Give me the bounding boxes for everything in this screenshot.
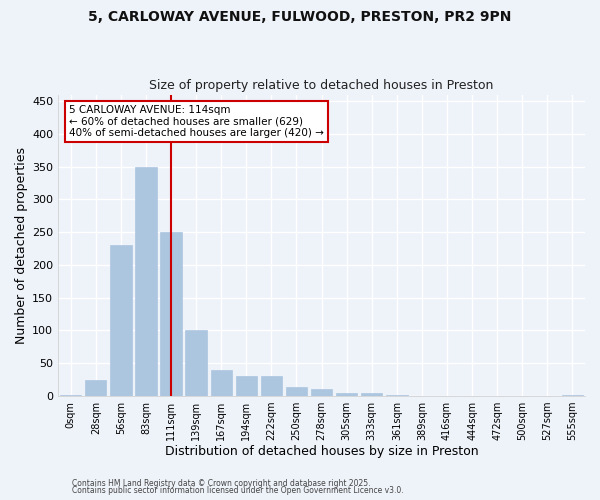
- Text: 5 CARLOWAY AVENUE: 114sqm
← 60% of detached houses are smaller (629)
40% of semi: 5 CARLOWAY AVENUE: 114sqm ← 60% of detac…: [68, 105, 323, 138]
- Text: 5, CARLOWAY AVENUE, FULWOOD, PRESTON, PR2 9PN: 5, CARLOWAY AVENUE, FULWOOD, PRESTON, PR…: [88, 10, 512, 24]
- Bar: [311, 390, 332, 396]
- Text: Contains HM Land Registry data © Crown copyright and database right 2025.: Contains HM Land Registry data © Crown c…: [72, 478, 371, 488]
- Bar: [135, 166, 157, 396]
- Bar: [110, 246, 131, 396]
- Title: Size of property relative to detached houses in Preston: Size of property relative to detached ho…: [149, 79, 494, 92]
- Bar: [286, 388, 307, 396]
- X-axis label: Distribution of detached houses by size in Preston: Distribution of detached houses by size …: [165, 444, 478, 458]
- Bar: [185, 330, 207, 396]
- Y-axis label: Number of detached properties: Number of detached properties: [15, 147, 28, 344]
- Text: Contains public sector information licensed under the Open Government Licence v3: Contains public sector information licen…: [72, 486, 404, 495]
- Bar: [261, 376, 282, 396]
- Bar: [85, 380, 106, 396]
- Bar: [236, 376, 257, 396]
- Bar: [60, 394, 82, 396]
- Bar: [211, 370, 232, 396]
- Bar: [562, 394, 583, 396]
- Bar: [361, 392, 382, 396]
- Bar: [336, 392, 358, 396]
- Bar: [160, 232, 182, 396]
